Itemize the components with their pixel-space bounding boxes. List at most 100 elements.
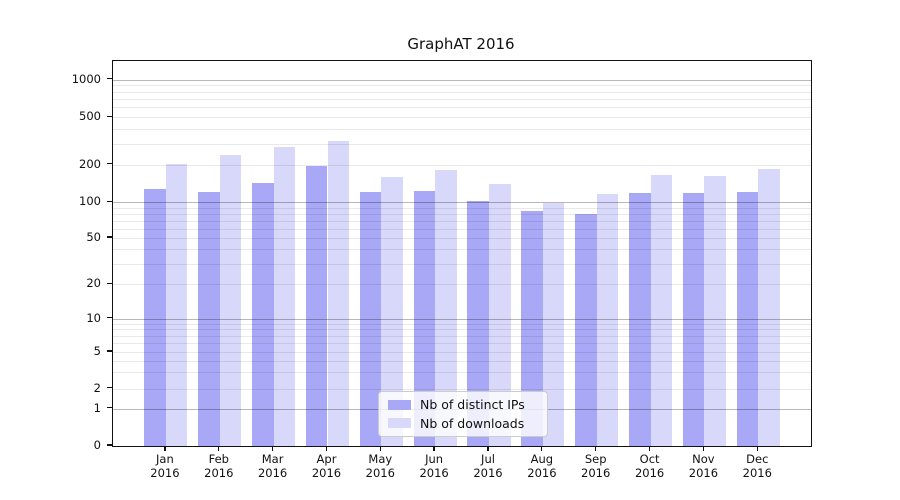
- gridline-minor: [113, 238, 811, 239]
- gridline-minor: [113, 343, 811, 345]
- distinct-ips-swatch-icon: [388, 399, 411, 411]
- y-tick-mark: [106, 115, 112, 117]
- x-tick-mark: [595, 446, 597, 451]
- gridline-minor: [113, 143, 811, 145]
- bar-distinct-ips: [198, 191, 220, 446]
- y-tick-label: 100: [79, 194, 101, 209]
- chart-title: GraphAT 2016: [407, 35, 515, 53]
- x-tick-mark: [648, 446, 651, 451]
- gridline-minor: [113, 128, 811, 130]
- gridline-minor: [113, 228, 811, 230]
- y-tick-mark: [106, 163, 112, 165]
- bar-distinct-ips: [467, 200, 489, 446]
- x-tick-label-line: 2016: [257, 465, 288, 480]
- x-tick-label-line: Nov: [692, 452, 715, 466]
- x-tick-mark: [433, 446, 435, 451]
- bar-distinct-ips: [521, 210, 543, 446]
- x-tick-label: Mar 2016: [245, 452, 301, 480]
- x-tick-mark: [702, 446, 705, 451]
- gridline-major: [113, 202, 811, 204]
- y-tick-mark: [106, 386, 112, 389]
- bars-layer: [113, 61, 811, 446]
- gridline-minor: [113, 107, 811, 109]
- bar-downloads: [758, 169, 780, 446]
- bar-distinct-ips: [629, 193, 651, 446]
- plot-area: [112, 60, 812, 447]
- y-tick-label: 1: [93, 400, 101, 415]
- x-tick-label-line: Jun: [425, 452, 444, 466]
- gridline-minor: [113, 213, 811, 215]
- bar-downloads: [381, 176, 403, 446]
- x-tick-label-line: 2016: [742, 465, 772, 480]
- gridline-minor: [113, 249, 811, 251]
- x-tick-mark: [218, 446, 220, 451]
- x-tick-mark: [541, 446, 543, 451]
- x-tick-label-line: 2016: [634, 465, 665, 480]
- y-tick-label: 5: [93, 344, 101, 358]
- x-tick-label-line: 2016: [581, 465, 611, 480]
- gridline-minor: [113, 263, 811, 265]
- gridline-minor: [113, 207, 811, 209]
- gridline-minor: [113, 284, 811, 286]
- gridline-minor: [113, 372, 811, 374]
- gridline-minor: [113, 329, 811, 331]
- gridline-minor: [113, 323, 811, 325]
- bar-distinct-ips: [575, 214, 597, 446]
- x-tick-mark: [164, 446, 166, 451]
- legend: Nb of distinct IPs Nb of downloads: [378, 391, 548, 437]
- x-tick-label-line: 2016: [311, 465, 342, 480]
- bar-downloads: [704, 176, 726, 446]
- gridline-minor: [113, 164, 811, 166]
- downloads-swatch-icon: [388, 417, 411, 429]
- gridline-minor: [113, 117, 811, 119]
- bar-downloads: [327, 141, 350, 446]
- x-tick-label: Sep 2016: [568, 452, 624, 480]
- gridline-minor: [113, 360, 811, 362]
- gridline-major: [113, 79, 811, 81]
- x-tick-label: Jan 2016: [137, 452, 193, 480]
- x-tick-label-line: 2016: [150, 465, 180, 480]
- x-tick-label-line: Aug: [530, 452, 554, 466]
- x-tick-label: Dec 2016: [729, 452, 785, 480]
- y-tick-label: 0: [93, 438, 101, 452]
- y-tick-label: 200: [79, 156, 101, 171]
- legend-row-distinct-ips: Nb of distinct IPs: [388, 397, 538, 412]
- x-tick-label-line: Jan: [156, 452, 174, 466]
- x-tick-label-line: May: [368, 452, 393, 466]
- bar-downloads: [542, 203, 565, 446]
- y-tick-mark: [106, 406, 112, 409]
- x-tick-label: May 2016: [352, 452, 408, 480]
- legend-row-downloads: Nb of downloads: [388, 416, 538, 431]
- legend-label-downloads: Nb of downloads: [420, 415, 525, 431]
- bar-distinct-ips: [682, 193, 705, 446]
- bar-distinct-ips: [359, 191, 382, 446]
- y-tick-mark: [106, 200, 112, 202]
- bar-downloads: [596, 194, 619, 446]
- bar-distinct-ips: [144, 189, 166, 446]
- x-tick-mark: [271, 446, 274, 451]
- bar-downloads: [435, 169, 457, 446]
- y-tick-label: 500: [79, 109, 101, 124]
- x-tick-mark: [487, 446, 489, 451]
- gridline-minor: [113, 99, 811, 100]
- x-tick-label-line: 2016: [473, 465, 503, 480]
- x-tick-label-line: Apr: [316, 452, 337, 466]
- x-tick-label-line: Jul: [481, 452, 495, 466]
- bar-downloads: [165, 163, 188, 446]
- x-tick-label-line: 2016: [527, 465, 557, 480]
- gridline-minor: [113, 85, 811, 87]
- x-tick-label-line: Sep: [584, 452, 607, 466]
- legend-label-distinct-ips: Nb of distinct IPs: [420, 397, 525, 413]
- x-tick-label-line: 2016: [688, 465, 719, 480]
- y-tick-mark: [106, 236, 112, 238]
- x-tick-label: Oct 2016: [622, 452, 678, 480]
- y-tick-label: 20: [86, 276, 101, 291]
- bar-distinct-ips: [305, 165, 328, 446]
- x-tick-label: Aug 2016: [514, 452, 570, 480]
- y-tick-mark: [106, 444, 112, 446]
- gridline-minor: [113, 352, 811, 353]
- gridline-minor: [113, 220, 811, 222]
- y-tick-mark: [106, 77, 112, 80]
- x-tick-label-line: Dec: [746, 452, 769, 466]
